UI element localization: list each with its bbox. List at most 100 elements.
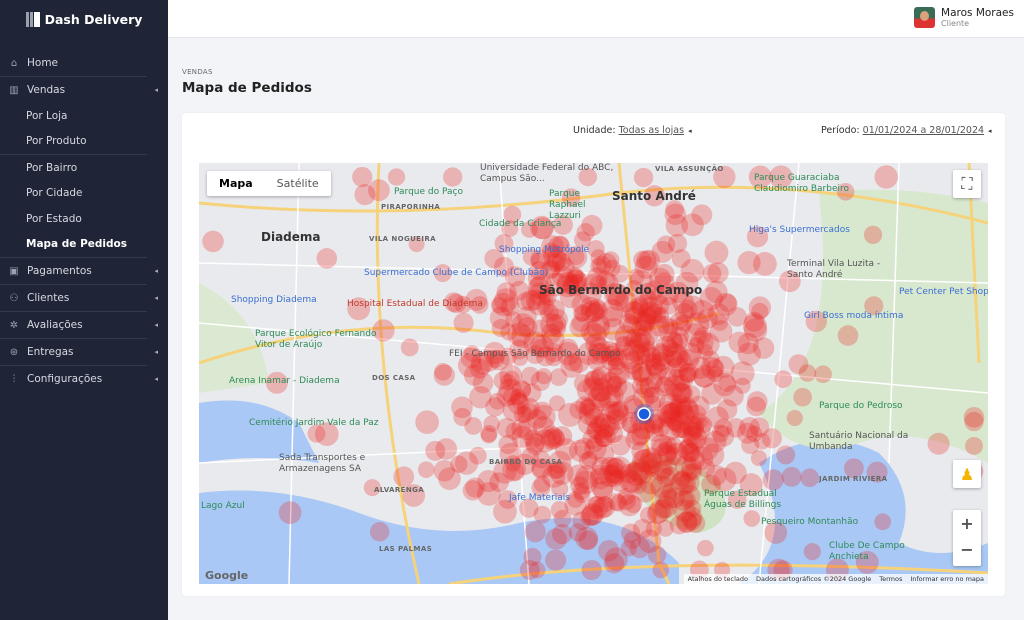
heat-point: [202, 230, 224, 253]
heat-point: [669, 515, 689, 535]
heat-point: [523, 429, 543, 449]
heat-point: [676, 473, 697, 494]
heat-point: [510, 392, 528, 410]
heat-point: [863, 225, 883, 245]
heat-point: [571, 271, 588, 288]
heat-point: [639, 376, 661, 398]
heat-point: [644, 353, 666, 375]
brand[interactable]: Dash Delivery: [0, 0, 168, 38]
pegman-icon: ♟: [959, 464, 975, 484]
fullscreen-button[interactable]: ⛶: [953, 170, 981, 198]
heat-point: [593, 480, 614, 501]
heat-point: [648, 315, 670, 337]
heat-point: [595, 253, 618, 275]
sidebar-item-mapa-de-pedidos[interactable]: Mapa de Pedidos: [0, 232, 168, 258]
keyboard-shortcuts-link[interactable]: Atalhos do teclado: [687, 575, 749, 583]
heat-point: [535, 346, 556, 367]
sidebar-item-por-estado[interactable]: Por Estado: [0, 206, 168, 232]
report-error-link[interactable]: Informar erro no mapa: [910, 575, 984, 583]
heat-point: [594, 444, 615, 465]
avatar[interactable]: [914, 7, 936, 28]
sidebar-item-entregas[interactable]: ⊛ Entregas ◂: [0, 339, 168, 365]
map-label: Diadema: [261, 230, 321, 244]
heat-point: [476, 482, 501, 506]
heat-point: [606, 402, 629, 425]
heat-point: [587, 351, 607, 371]
heat-point: [580, 296, 601, 318]
caret-icon[interactable]: ◂: [988, 127, 992, 135]
zoom-in-button[interactable]: +: [960, 514, 974, 533]
heat-point: [680, 258, 705, 283]
heat-point: [737, 342, 761, 366]
heat-point: [655, 335, 678, 358]
heat-point: [639, 506, 658, 524]
heat-point: [855, 551, 879, 574]
heat-point: [652, 307, 669, 324]
user-menu[interactable]: Maros Moraes Cliente: [914, 7, 1014, 28]
heat-point: [435, 438, 458, 460]
sidebar-item-label: Home: [27, 57, 59, 69]
heat-point: [701, 383, 723, 405]
heat-point: [716, 399, 738, 420]
heat-point: [530, 252, 547, 269]
heat-point: [660, 458, 677, 476]
heat-point: [658, 489, 679, 510]
heat-point: [586, 422, 603, 439]
heat-point: [491, 297, 508, 314]
terms-link[interactable]: Termos: [879, 575, 903, 583]
heat-point: [674, 302, 695, 323]
heat-point: [864, 296, 884, 316]
zoom-out-button[interactable]: −: [960, 540, 974, 559]
location-marker[interactable]: [637, 407, 651, 421]
heat-point: [629, 461, 654, 485]
sidebar-item-home[interactable]: ⌂ Home: [0, 50, 168, 76]
heat-point: [601, 306, 623, 328]
sidebar-item-por-cidade[interactable]: Por Cidade: [0, 181, 168, 207]
heat-point: [684, 463, 702, 481]
heat-point: [598, 540, 620, 562]
sidebar-item-label: Pagamentos: [27, 265, 92, 277]
heat-point: [548, 395, 566, 412]
orders-map[interactable]: Santo André Diadema São Bernardo do Campo V…: [199, 163, 988, 584]
heat-point: [644, 357, 664, 377]
sidebar-item-por-bairro[interactable]: Por Bairro: [0, 155, 168, 181]
sidebar-item-pagamentos[interactable]: ▣ Pagamentos ◂: [0, 258, 168, 284]
heat-point: [480, 427, 497, 444]
heat-point: [762, 469, 784, 491]
heat-point: [540, 260, 560, 280]
heat-point: [530, 371, 551, 391]
map-label: LAS PALMAS: [379, 545, 433, 553]
breadcrumb: VENDAS: [182, 68, 213, 76]
heat-point: [547, 429, 565, 448]
heat-point: [505, 462, 524, 481]
heat-point: [641, 452, 663, 474]
sidebar-item-avaliacoes[interactable]: ✲ Avaliações ◂: [0, 312, 168, 338]
street-view-pegman[interactable]: ♟: [953, 460, 981, 488]
heat-point: [750, 449, 767, 467]
unidade-filter: Unidade: Todas as lojas ◂: [573, 125, 692, 136]
sidebar-item-clientes[interactable]: ⚇ Clientes ◂: [0, 285, 168, 311]
heat-point: [605, 469, 624, 488]
heat-point: [712, 355, 735, 379]
periodo-select[interactable]: 01/01/2024 a 28/01/2024: [862, 125, 985, 136]
unidade-select[interactable]: Todas as lojas: [618, 125, 685, 136]
heat-point: [592, 255, 612, 276]
caret-icon[interactable]: ◂: [688, 127, 692, 135]
heat-point: [631, 426, 651, 446]
sidebar-item-por-produto[interactable]: Por Produto: [0, 129, 168, 155]
tab-mapa[interactable]: Mapa: [219, 177, 253, 190]
tab-satelite[interactable]: Satélite: [276, 177, 319, 190]
heat-point: [540, 425, 563, 448]
heat-point: [278, 501, 302, 524]
heat-point: [574, 305, 591, 322]
sidebar-item-configuracoes[interactable]: ⫶ Configurações ◂: [0, 366, 168, 392]
sidebar-item-vendas[interactable]: ▥ Vendas ◂: [0, 77, 168, 103]
heat-point: [664, 203, 687, 226]
heat-point: [649, 295, 670, 316]
heat-point: [584, 370, 601, 387]
heat-point: [585, 495, 609, 519]
heat-point: [531, 339, 550, 358]
sidebar-item-por-loja[interactable]: Por Loja: [0, 103, 168, 129]
heat-point: [525, 289, 547, 311]
map-label: BAIRRO DO CASA: [489, 458, 563, 466]
